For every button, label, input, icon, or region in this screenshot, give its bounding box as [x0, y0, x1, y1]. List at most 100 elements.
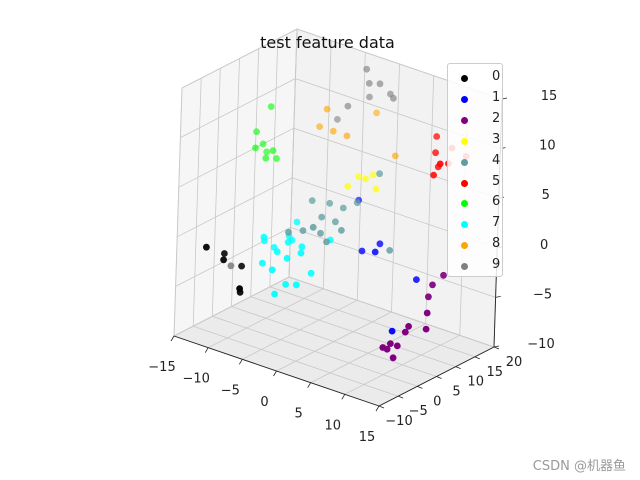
grid-line-z: [177, 177, 498, 249]
legend-label: 6: [492, 194, 501, 210]
data-point-series-3: [355, 173, 363, 181]
y-tick-label: 15: [487, 365, 504, 380]
data-point-series-7: [282, 281, 289, 288]
data-point-series-0: [236, 285, 244, 292]
y-tick-mark: [398, 395, 404, 399]
data-point-series-8: [391, 152, 399, 160]
legend-label: 2: [492, 110, 501, 126]
data-point-series-8: [323, 105, 331, 113]
data-point-series-4: [309, 223, 317, 231]
data-point-series-3: [369, 171, 377, 179]
legend-label: 1: [492, 89, 501, 105]
data-point-series-4: [326, 199, 334, 207]
data-point-series-8: [343, 132, 351, 140]
data-point-series-6: [262, 154, 270, 162]
data-point-series-2: [425, 293, 432, 301]
z-tick-mark: [493, 345, 500, 348]
data-point-series-0: [221, 250, 228, 257]
z-tick-label: −10: [527, 337, 554, 352]
grid-line-z: [175, 226, 496, 298]
z-tick-label: 15: [541, 89, 558, 104]
x-tick-mark: [375, 405, 380, 412]
data-point-series-6: [263, 148, 270, 156]
data-point-series-8: [373, 109, 380, 117]
data-point-series-7: [284, 238, 292, 246]
legend: 0 1 2 3 4 5 6 7 8 9: [447, 63, 503, 277]
data-point-series-0: [220, 256, 228, 264]
data-point-series-9: [365, 80, 373, 87]
data-point-series-4: [285, 228, 292, 236]
x-tick-label: −10: [182, 372, 209, 387]
y-tick-label: 0: [433, 394, 441, 409]
data-point-series-6: [259, 140, 267, 148]
data-point-series-7: [283, 254, 291, 262]
data-point-series-1: [388, 327, 396, 335]
data-point-series-5: [436, 160, 444, 168]
x-tick-label: −15: [148, 360, 175, 375]
data-point-series-1: [413, 276, 420, 283]
y-tick-mark: [378, 405, 385, 409]
data-point-series-1: [376, 240, 384, 248]
chart-title: test feature data: [260, 33, 395, 52]
y-tick-mark: [474, 356, 480, 360]
y-tick-mark: [417, 385, 423, 389]
data-point-series-0: [238, 262, 246, 270]
x-tick-mark: [238, 359, 243, 365]
legend-marker: [461, 200, 468, 208]
legend-marker: [461, 75, 468, 82]
data-point-series-4: [318, 213, 326, 221]
data-point-series-0: [203, 243, 210, 251]
legend-marker: [461, 263, 468, 271]
x-tick-label: −5: [221, 383, 240, 398]
legend-marker: [461, 95, 468, 103]
data-point-series-9: [366, 93, 373, 101]
data-point-series-7: [297, 249, 305, 257]
data-points: [203, 65, 470, 362]
data-point-series-2: [401, 328, 409, 336]
z-tick-label: −5: [533, 287, 552, 302]
z-tick-mark: [495, 296, 501, 298]
x-tick-mark: [307, 382, 312, 388]
data-point-series-4: [353, 199, 361, 207]
data-point-series-2: [379, 344, 387, 351]
data-point-series-4: [323, 238, 330, 246]
data-point-series-4: [338, 227, 345, 234]
legend-label: 7: [492, 215, 501, 231]
x-tick-mark: [170, 335, 175, 342]
legend-marker: [461, 179, 468, 187]
data-point-series-9: [376, 80, 384, 88]
legend-label: 4: [492, 152, 501, 168]
data-point-series-2: [440, 271, 447, 279]
data-point-series-9: [390, 94, 397, 102]
legend-label: 8: [492, 236, 501, 252]
data-point-series-8: [329, 127, 337, 135]
data-point-series-7: [293, 218, 301, 226]
x-tick-label: 10: [325, 418, 342, 433]
z-tick-label: 5: [542, 188, 550, 203]
y-tick-mark: [493, 346, 500, 350]
data-point-series-2: [422, 325, 430, 333]
legend-marker: [461, 158, 468, 166]
data-point-series-1: [358, 247, 366, 255]
y-tick-mark: [436, 376, 442, 379]
y-tick-label: 20: [506, 355, 523, 370]
grid-line-z: [180, 78, 501, 149]
y-tick-mark: [455, 366, 461, 370]
data-point-series-5: [430, 171, 437, 179]
legend-label: 0: [492, 69, 501, 84]
data-point-series-2: [393, 342, 401, 350]
z-tick-label: 10: [539, 139, 556, 154]
data-point-series-7: [307, 269, 315, 277]
legend-marker: [461, 116, 468, 124]
data-point-series-2: [423, 309, 431, 317]
data-point-series-4: [308, 197, 316, 205]
data-point-series-8: [316, 123, 323, 130]
data-point-series-4: [299, 227, 307, 235]
data-point-series-3: [372, 185, 380, 193]
data-point-series-3: [344, 182, 352, 190]
data-point-series-4: [376, 170, 383, 178]
data-point-series-7: [260, 233, 268, 241]
legend-marker: [461, 137, 468, 145]
watermark: CSDN @机器鱼: [532, 459, 626, 474]
